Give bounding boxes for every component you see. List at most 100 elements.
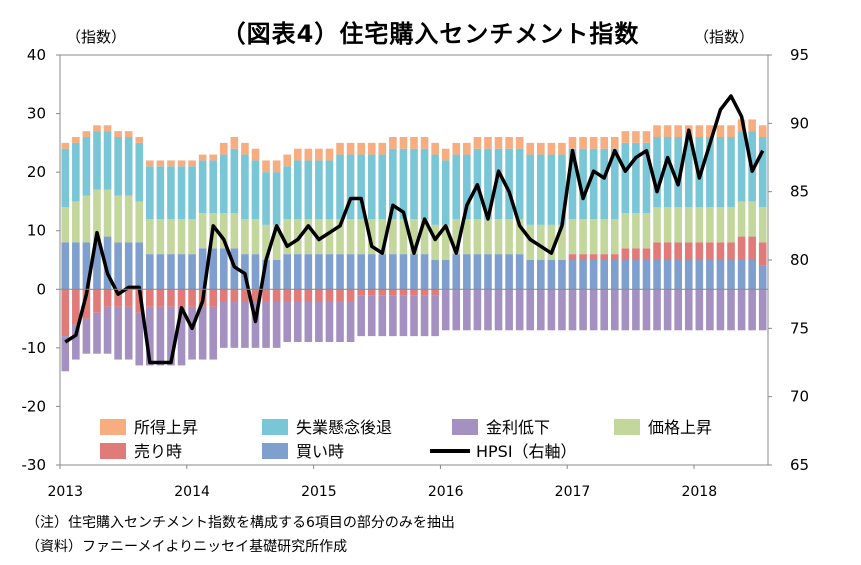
bar-segment-rate_down [219, 301, 228, 348]
bar-segment-price_up [251, 219, 260, 255]
bar-segment-income_up [653, 125, 661, 137]
bar-segment-good_to_sell [325, 289, 334, 301]
legend-label-rate_down: 金利低下 [486, 418, 550, 437]
bar-segment-job_worry_down [135, 142, 144, 202]
y2-tick-label: 65 [790, 456, 809, 474]
bar-segment-rate_down [188, 306, 196, 360]
y2-tick-label: 75 [790, 319, 809, 337]
bar-segment-good_to_sell [684, 242, 693, 260]
bar-segment-job_worry_down [484, 148, 492, 219]
bar-segment-good_to_sell [378, 289, 387, 296]
bar-segment-price_up [716, 207, 725, 243]
bar-segment-rate_down [568, 289, 577, 331]
bar-segment-price_up [367, 219, 376, 255]
chart-source: （資料）ファニーメイよりニッセイ基礎研究所作成 [26, 539, 348, 555]
bar-segment-job_worry_down [621, 142, 630, 214]
bar-segment-price_up [188, 219, 196, 255]
bar-segment-good_to_sell [610, 254, 619, 260]
bar-segment-good_to_sell [346, 289, 355, 301]
legend-label-hpsi: HPSI（右軸） [476, 442, 577, 461]
bar-segment-income_up [156, 160, 165, 167]
bar-segment-good_to_buy [82, 242, 91, 290]
bar-segment-good_to_buy [72, 242, 80, 290]
bar-segment-income_up [410, 137, 418, 149]
bar-segment-good_to_buy [737, 260, 746, 290]
bar-segment-price_up [568, 219, 577, 255]
bar-segment-price_up [547, 224, 556, 260]
bar-segment-good_to_buy [209, 248, 218, 290]
bar-segment-price_up [304, 219, 313, 255]
bar-segment-income_up [547, 142, 556, 155]
bar-segment-good_to_buy [579, 260, 587, 290]
bar-segment-job_worry_down [304, 160, 313, 219]
legend-swatch-income_up [100, 419, 126, 435]
bar-segment-income_up [61, 142, 70, 149]
bar-segment-rate_down [114, 306, 122, 360]
bar-segment-job_worry_down [727, 137, 735, 208]
bar-segment-job_worry_down [431, 154, 439, 225]
bar-segment-good_to_sell [177, 289, 186, 307]
bar-segment-good_to_buy [706, 260, 714, 290]
bar-segment-price_up [452, 219, 461, 255]
bar-segment-rate_down [399, 295, 408, 337]
bar-segment-job_worry_down [600, 148, 609, 219]
bar-segment-income_up [441, 148, 450, 161]
bar-segment-good_to_buy [473, 254, 482, 290]
bar-segment-good_to_buy [315, 254, 323, 290]
bar-segment-rate_down [336, 301, 344, 342]
bar-segment-rate_down [515, 289, 524, 331]
bar-segment-good_to_sell [357, 289, 365, 296]
bar-segment-good_to_sell [251, 289, 260, 301]
bar-segment-good_to_sell [706, 242, 714, 260]
bar-segment-job_worry_down [579, 148, 587, 219]
bar-segment-good_to_sell [420, 289, 429, 296]
bar-segment-rate_down [177, 306, 186, 366]
bar-segment-job_worry_down [610, 148, 619, 219]
bar-segment-good_to_buy [505, 254, 513, 290]
bar-segment-price_up [484, 219, 492, 255]
chart-note: （注）住宅購入センチメント指数を構成する6項目の部分のみを抽出 [26, 515, 455, 531]
bar-segment-job_worry_down [642, 142, 651, 214]
bar-segment-price_up [610, 219, 619, 255]
bar-segment-job_worry_down [272, 172, 281, 225]
bar-segment-income_up [293, 148, 302, 161]
bar-segment-good_to_sell [579, 254, 587, 260]
bar-segment-job_worry_down [737, 131, 746, 202]
bar-segment-rate_down [357, 295, 365, 337]
bar-segment-good_to_sell [103, 289, 112, 307]
bar-segment-income_up [484, 137, 492, 149]
bar-segment-price_up [293, 219, 302, 255]
bar-segment-price_up [494, 219, 503, 255]
bar-segment-good_to_sell [167, 289, 175, 307]
bar-segment-rate_down [410, 295, 418, 337]
bar-segment-income_up [389, 137, 397, 149]
bar-segment-price_up [441, 224, 450, 260]
bar-segment-price_up [537, 224, 545, 260]
bar-segment-job_worry_down [156, 166, 165, 219]
bar-segment-income_up [515, 137, 524, 149]
bar-segment-good_to_buy [367, 254, 376, 290]
y-tick-label: -20 [22, 397, 47, 415]
bar-segment-income_up [262, 160, 270, 173]
bar-segment-job_worry_down [177, 166, 186, 219]
bar-segment-job_worry_down [505, 148, 513, 219]
bar-segment-income_up [642, 131, 651, 143]
bar-segment-rate_down [642, 289, 651, 331]
bar-segment-price_up [146, 219, 154, 255]
bar-segment-good_to_buy [621, 260, 630, 290]
bar-segment-job_worry_down [568, 148, 577, 219]
bar-segment-income_up [674, 125, 682, 137]
bar-segment-price_up [526, 224, 535, 260]
bar-segment-job_worry_down [410, 148, 418, 219]
bar-segment-job_worry_down [103, 131, 112, 190]
bar-segment-job_worry_down [389, 148, 397, 219]
bar-segment-job_worry_down [378, 154, 387, 219]
bar-segment-price_up [272, 224, 281, 260]
bar-segment-income_up [610, 137, 619, 149]
bar-segment-good_to_buy [357, 254, 365, 290]
bar-segment-price_up [758, 207, 767, 243]
bar-segment-rate_down [272, 301, 281, 348]
chart-title: （図表4）住宅購入センチメント指数 [221, 20, 640, 48]
bar-segment-job_worry_down [209, 160, 218, 214]
bar-segment-good_to_sell [304, 289, 313, 301]
